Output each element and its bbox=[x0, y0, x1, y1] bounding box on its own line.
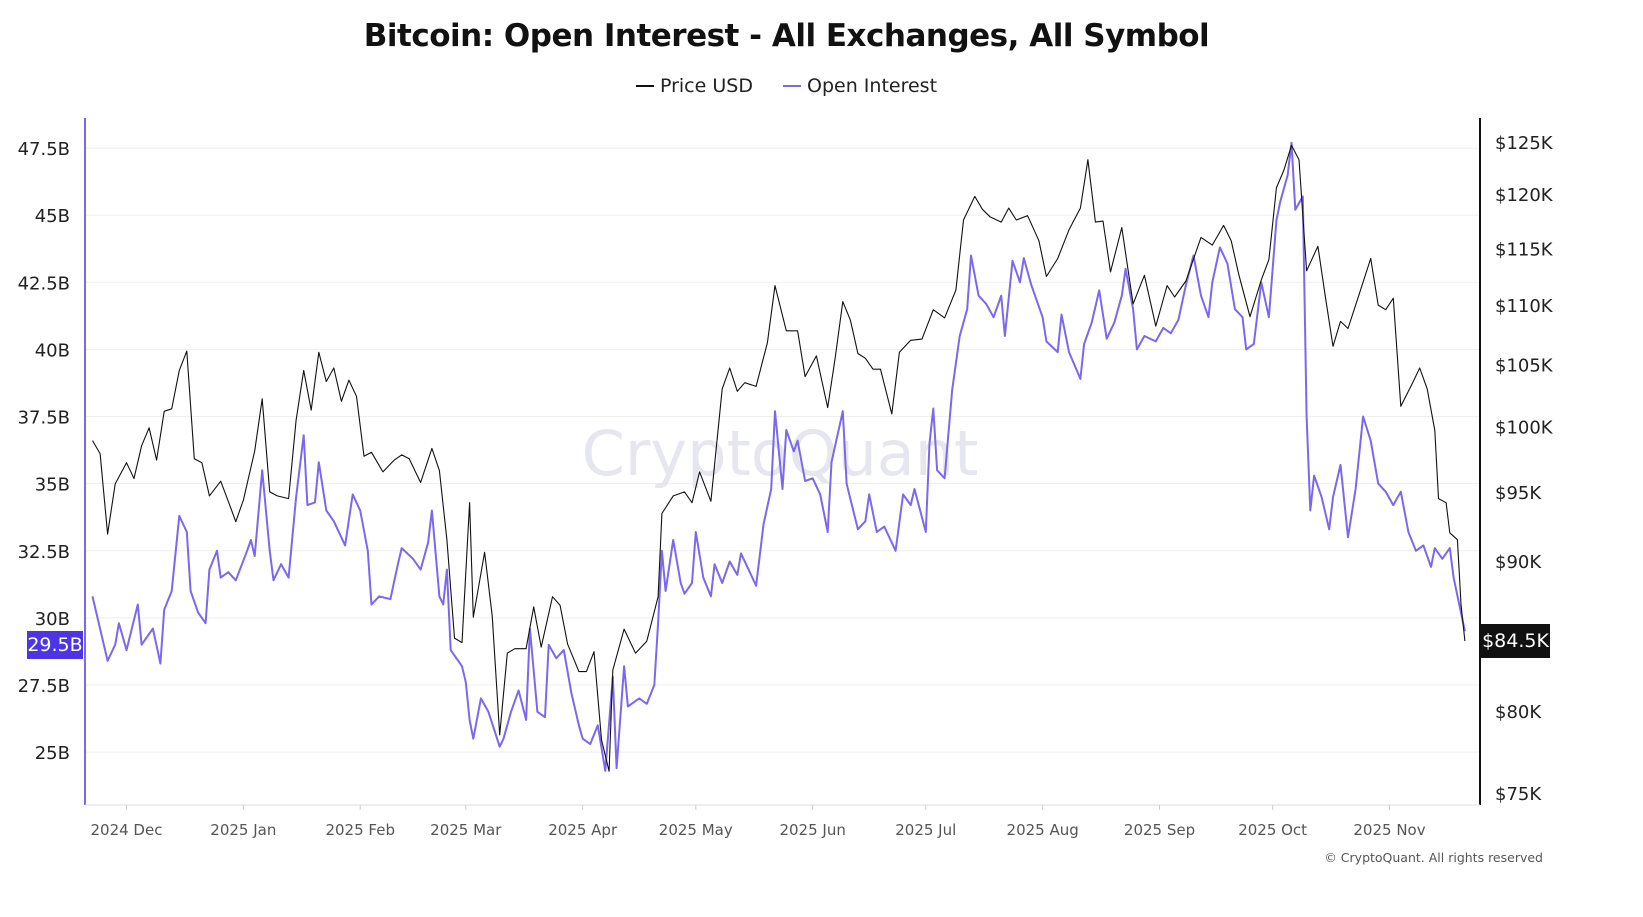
y-left-tick-label: 42.5B bbox=[18, 273, 70, 294]
y-left-tick-label: 30B bbox=[35, 609, 70, 630]
x-tick-label: 2025 May bbox=[659, 821, 733, 839]
x-tick-label: 2025 Nov bbox=[1353, 821, 1425, 839]
x-tick-label: 2025 Feb bbox=[325, 821, 395, 839]
legend-swatch-open-interest bbox=[783, 85, 802, 87]
y-right-tick-label: $120K bbox=[1495, 185, 1554, 206]
y-left-tick-label: 45B bbox=[35, 206, 70, 227]
x-tick-label: 2025 Sep bbox=[1124, 821, 1195, 839]
legend-item-open-interest[interactable]: Open Interest bbox=[783, 75, 937, 97]
y-right-tick-label: $80K bbox=[1495, 702, 1542, 723]
legend-swatch-price bbox=[635, 85, 654, 87]
y-right-tick-label: $110K bbox=[1495, 296, 1554, 317]
y-left-tick-label: 35B bbox=[35, 475, 70, 496]
x-tick-label: 2025 Jun bbox=[779, 821, 845, 839]
y-right-tick-label: $125K bbox=[1495, 133, 1554, 154]
open-interest-line bbox=[91, 141, 1466, 772]
y-left-tick-label: 37.5B bbox=[18, 408, 70, 429]
legend-label-price: Price USD bbox=[659, 75, 753, 97]
legend-label-open-interest: Open Interest bbox=[807, 75, 938, 97]
y-right-tick-label: $105K bbox=[1495, 355, 1554, 376]
copyright-footer: © CryptoQuant. All rights reserved bbox=[1324, 850, 1543, 865]
x-tick-label: 2024 Dec bbox=[90, 821, 162, 839]
x-tick-label: 2025 Jan bbox=[210, 821, 276, 839]
x-tick-label: 2025 Aug bbox=[1007, 821, 1079, 839]
x-tick-label: 2025 Oct bbox=[1238, 821, 1307, 839]
y-left-tick-label: 32.5B bbox=[18, 542, 70, 563]
price-current-badge: $84.5K bbox=[1481, 624, 1550, 658]
legend-item-price[interactable]: Price USD bbox=[635, 75, 753, 97]
axis-ticks: 25B 27.5B 30B 32.5B 35B 37.5B 40B 42.5B 45B 47.5B… bbox=[18, 133, 1554, 839]
y-left-tick-label: 25B bbox=[35, 743, 70, 764]
chart-title: Bitcoin: Open Interest - All Exchanges, … bbox=[363, 18, 1210, 54]
y-right-tick-label: $115K bbox=[1495, 239, 1554, 260]
price-line bbox=[92, 144, 1466, 772]
y-right-tick-label: $95K bbox=[1495, 483, 1542, 504]
y-right-tick-label: $75K bbox=[1495, 784, 1542, 805]
y-left-tick-label: 47.5B bbox=[18, 139, 70, 160]
x-tick-label: 2025 Apr bbox=[548, 821, 618, 839]
y-left-tick-label: 40B bbox=[35, 340, 70, 361]
y-right-tick-label: $90K bbox=[1495, 552, 1542, 573]
x-tick-label: 2025 Mar bbox=[430, 821, 502, 839]
y-left-tick-label: 27.5B bbox=[18, 676, 70, 697]
x-tick-label: 2025 Jul bbox=[895, 821, 956, 839]
y-right-tick-label: $100K bbox=[1495, 418, 1554, 439]
legend: Price USD Open Interest bbox=[0, 70, 1573, 97]
open-interest-current-badge: 29.5B bbox=[27, 631, 83, 659]
